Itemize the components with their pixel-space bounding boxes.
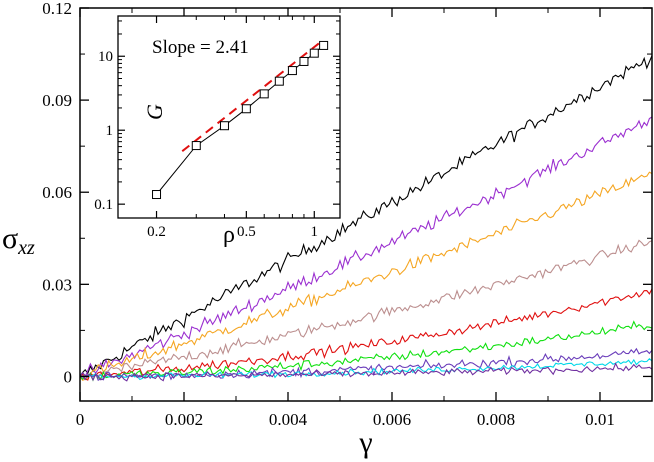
- x-axis-title: γ: [358, 426, 372, 459]
- x-tick-label: 0.006: [373, 410, 411, 429]
- series-line-tan: [79, 239, 653, 379]
- inset-x-tick-label: 1: [311, 224, 319, 240]
- y-tick-label: 0.03: [42, 275, 72, 294]
- x-tick-label: 0: [76, 410, 85, 429]
- inset-plot-frame: [117, 15, 341, 219]
- y-axis-title-subscript: xz: [17, 237, 35, 259]
- y-tick-label: 0: [64, 367, 73, 386]
- series-line-indigo: [79, 362, 653, 382]
- inset-background: [118, 16, 340, 218]
- slope-annotation: Slope = 2.41: [152, 37, 249, 58]
- data-line: [156, 45, 324, 195]
- inset-x-axis-title: ρ: [223, 222, 235, 248]
- series-line-green: [79, 320, 653, 382]
- inset-axis-ticks: 0.2 0.5 1 0.1 1 10: [94, 16, 340, 240]
- y-axis-title: σxz: [2, 222, 35, 259]
- y-tick-label: 0.06: [42, 183, 72, 202]
- data-point-marker: [287, 66, 297, 76]
- inset-y-tick-label: 1: [106, 123, 114, 139]
- data-point-marker: [309, 48, 319, 58]
- x-tick-label: 0.008: [477, 410, 515, 429]
- main-series-group: [79, 55, 653, 382]
- series-line-red: [79, 288, 653, 381]
- data-point-marker: [319, 40, 329, 50]
- series-line-violet: [79, 347, 653, 381]
- inset-y-tick-label: 0.1: [94, 197, 113, 213]
- data-point-marker: [259, 89, 269, 99]
- data-point-marker: [191, 141, 201, 151]
- data-point-marker: [299, 56, 309, 66]
- data-point-marker: [241, 104, 251, 114]
- main-axis-ticks: 0 0.002 0.004 0.006 0.008 0.01 0 0.03 0.06 0.09 0.…: [42, 0, 652, 429]
- series-line-purple: [79, 116, 653, 378]
- data-point-marker: [219, 121, 229, 131]
- inset-y-axis-title: G: [142, 104, 167, 120]
- main-plot-frame: [79, 7, 653, 402]
- data-point-marker: [152, 190, 162, 200]
- inset-content-group: [152, 40, 329, 200]
- y-tick-label: 0.12: [42, 0, 72, 18]
- x-tick-label: 0.004: [269, 410, 308, 429]
- y-tick-label: 0.09: [42, 91, 72, 110]
- data-point-marker: [274, 76, 284, 86]
- inset-x-tick-label: 0.2: [147, 224, 166, 240]
- y-axis-title-main: σ: [2, 222, 18, 255]
- series-line-orange: [79, 171, 653, 381]
- inset-y-tick-label: 10: [98, 49, 113, 65]
- inset-x-tick-label: 0.5: [237, 224, 256, 240]
- x-tick-label: 0.01: [585, 410, 615, 429]
- x-tick-label: 0.002: [165, 410, 203, 429]
- series-line-black: [79, 55, 653, 377]
